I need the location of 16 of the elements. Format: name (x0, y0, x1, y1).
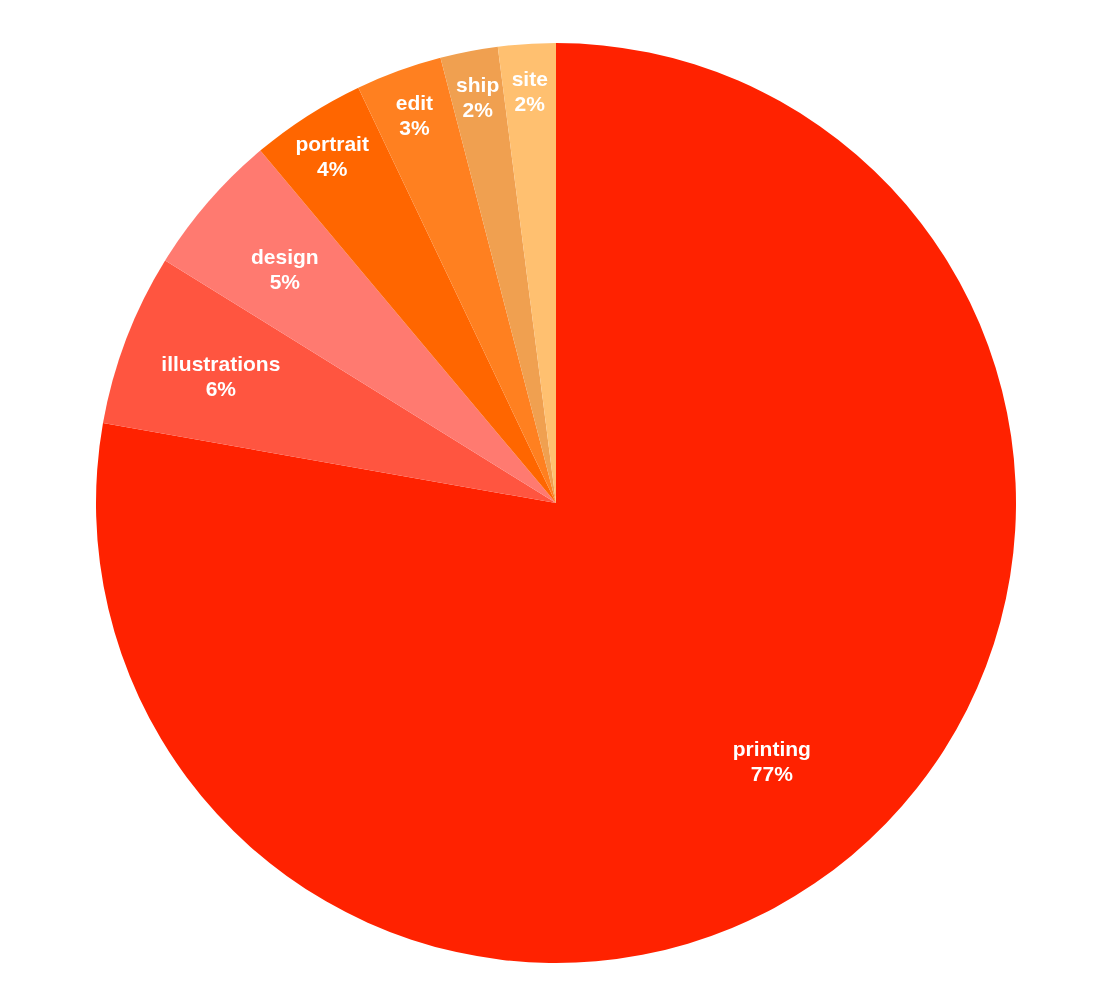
slice-label: site (511, 66, 548, 90)
slice-label: illustrations (161, 351, 281, 375)
slice-label: design (250, 244, 319, 268)
slice-label: edit (395, 90, 434, 114)
data-label: 77% (750, 762, 794, 786)
data-label: 2% (462, 98, 494, 122)
pie-slice (440, 46, 556, 503)
data-label: 4% (317, 156, 348, 180)
pie-slice (96, 43, 1016, 963)
data-label: 6% (205, 376, 237, 400)
slice-label: portrait (295, 131, 369, 155)
slice-label: ship (456, 73, 500, 97)
slice-label: printing (732, 737, 811, 761)
data-label: 2% (514, 91, 546, 115)
data-label: 3% (399, 115, 430, 139)
data-label: 5% (269, 270, 301, 294)
